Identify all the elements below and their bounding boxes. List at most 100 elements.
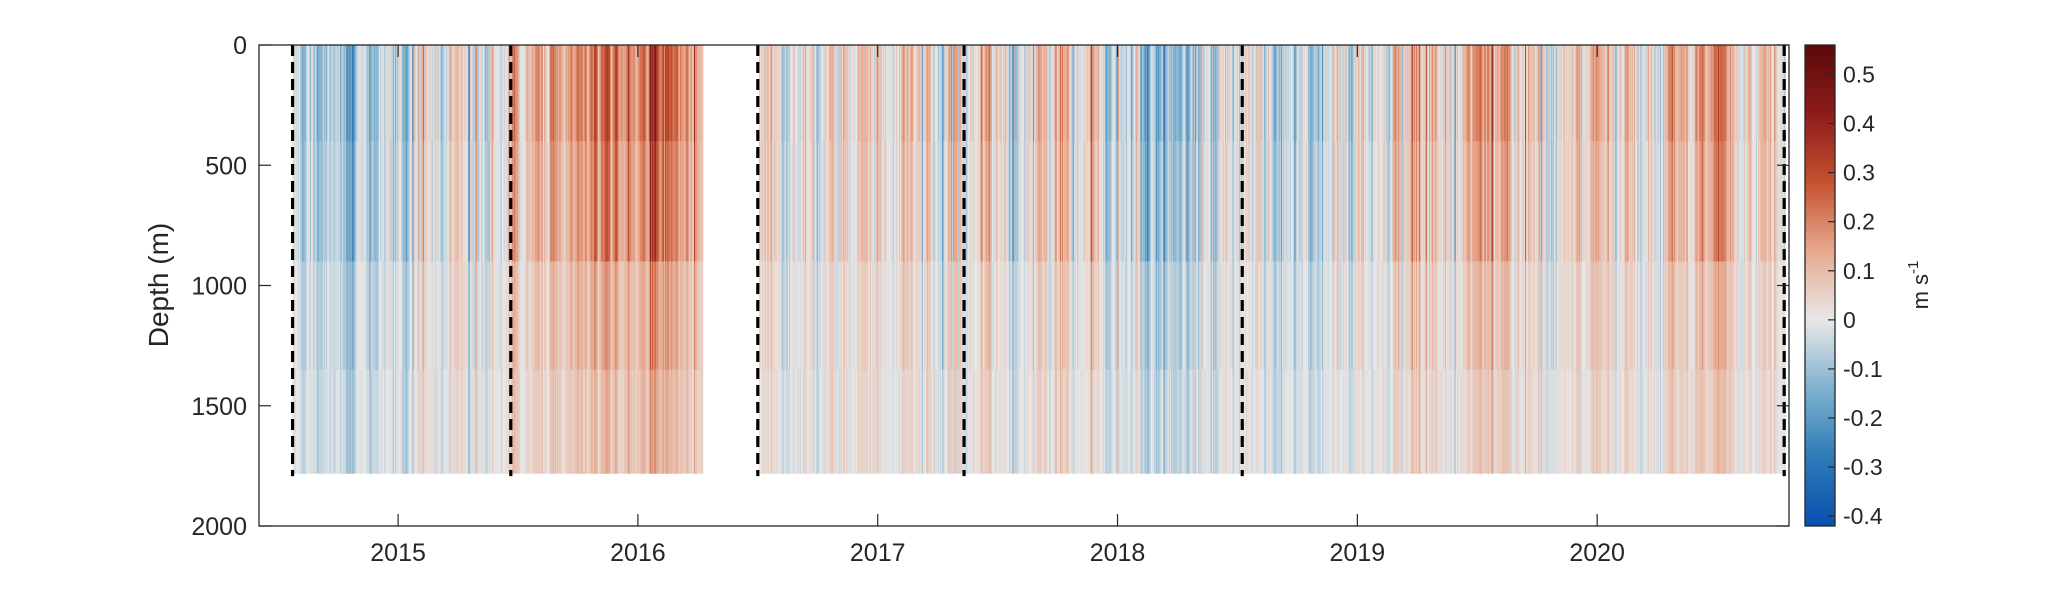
heatmap-cell <box>1317 141 1320 263</box>
heatmap-cell <box>984 261 986 371</box>
heatmap-cell <box>1432 45 1434 142</box>
heatmap-cell <box>848 45 851 142</box>
heatmap-cell <box>784 141 787 263</box>
heatmap-cell <box>396 141 398 263</box>
heatmap-cell <box>1298 45 1301 142</box>
heatmap-cell <box>433 261 436 371</box>
heatmap-cell <box>1421 45 1424 142</box>
heatmap-cell <box>351 261 354 371</box>
heatmap-cell <box>776 369 778 474</box>
heatmap-cell <box>409 261 411 371</box>
heatmap-cell <box>614 141 616 263</box>
heatmap-cell <box>1504 45 1507 142</box>
heatmap-cell <box>982 45 984 142</box>
heatmap-cell <box>340 45 342 142</box>
heatmap-cell <box>596 369 599 474</box>
heatmap-cell <box>1228 45 1230 142</box>
heatmap-cell <box>1305 369 1308 474</box>
heatmap-cell <box>410 261 412 371</box>
heatmap-cell <box>1091 45 1093 142</box>
heatmap-cell <box>1568 369 1570 474</box>
heatmap-cell <box>852 141 855 263</box>
heatmap-cell <box>1059 369 1062 474</box>
heatmap-cell <box>1613 369 1616 474</box>
heatmap-cell <box>1231 261 1234 371</box>
heatmap-cell <box>1214 369 1216 474</box>
heatmap-cell <box>829 141 832 263</box>
heatmap-cell <box>964 141 967 263</box>
heatmap-cell <box>1418 261 1420 371</box>
heatmap-cell <box>763 369 765 474</box>
heatmap-cell <box>1655 45 1658 142</box>
heatmap-cell <box>926 261 928 371</box>
heatmap-cell <box>392 369 395 474</box>
heatmap-cell <box>369 261 371 371</box>
heatmap-cell <box>1018 141 1021 263</box>
heatmap-cell <box>488 45 491 142</box>
heatmap-cell <box>1694 369 1697 474</box>
heatmap-cell <box>936 369 939 474</box>
heatmap-cell <box>374 45 377 142</box>
heatmap-cell <box>1659 141 1662 263</box>
heatmap-cell <box>324 141 327 263</box>
heatmap-cell <box>376 141 379 263</box>
heatmap-cell <box>1621 261 1623 371</box>
heatmap-cell <box>1458 45 1460 142</box>
heatmap-cell <box>1437 261 1440 371</box>
heatmap-cell <box>442 141 445 263</box>
heatmap-cell <box>1131 261 1133 371</box>
heatmap-cell <box>1475 369 1478 474</box>
heatmap-cell <box>686 141 689 263</box>
heatmap-cell <box>783 261 786 371</box>
heatmap-cell <box>1676 261 1678 371</box>
heatmap-cell <box>1109 369 1112 474</box>
heatmap-cell <box>1401 261 1404 371</box>
heatmap-cell <box>1287 45 1290 142</box>
heatmap-cell <box>398 261 401 371</box>
heatmap-cell <box>1556 141 1558 263</box>
heatmap-cell <box>807 261 810 371</box>
heatmap-cell <box>560 45 562 142</box>
heatmap-cell <box>563 261 566 371</box>
heatmap-cell <box>495 45 498 142</box>
heatmap-cell <box>759 261 762 371</box>
heatmap-cell <box>1505 369 1508 474</box>
heatmap-cell <box>406 45 409 142</box>
heatmap-cell <box>991 45 994 142</box>
heatmap-cell <box>1679 369 1681 474</box>
heatmap-cell <box>1179 141 1182 263</box>
heatmap-cell <box>991 141 994 263</box>
heatmap-cell <box>1133 369 1135 474</box>
heatmap-cell <box>940 261 942 371</box>
heatmap-cell <box>1362 261 1364 371</box>
heatmap-cell <box>413 45 416 142</box>
heatmap-cell <box>1513 369 1515 474</box>
heatmap-cell <box>336 369 339 474</box>
heatmap-cell <box>302 369 304 474</box>
heatmap-cell <box>1516 369 1519 474</box>
heatmap-cell <box>989 369 992 474</box>
heatmap-cell <box>1093 141 1095 263</box>
heatmap-cell <box>1438 45 1441 142</box>
heatmap-cell <box>1478 261 1481 371</box>
heatmap-cell <box>942 261 944 371</box>
heatmap-cell <box>659 369 662 474</box>
heatmap-cell <box>1486 261 1488 371</box>
heatmap-cell <box>1060 45 1063 142</box>
heatmap-cell <box>1331 141 1334 263</box>
heatmap-cell <box>990 45 993 142</box>
heatmap-cell <box>1097 45 1100 142</box>
heatmap-cell <box>605 45 608 142</box>
heatmap-cell <box>793 369 795 474</box>
heatmap-cell <box>1282 261 1284 371</box>
heatmap-cell <box>1016 261 1019 371</box>
heatmap-cell <box>1300 369 1303 474</box>
heatmap-cell <box>931 141 934 263</box>
heatmap-cell <box>624 369 627 474</box>
heatmap-cell <box>301 369 303 474</box>
heatmap-cell <box>606 261 609 371</box>
heatmap-cell <box>1081 141 1084 263</box>
heatmap-cell <box>559 369 561 474</box>
heatmap-cell <box>441 261 444 371</box>
heatmap-cell <box>913 45 915 142</box>
